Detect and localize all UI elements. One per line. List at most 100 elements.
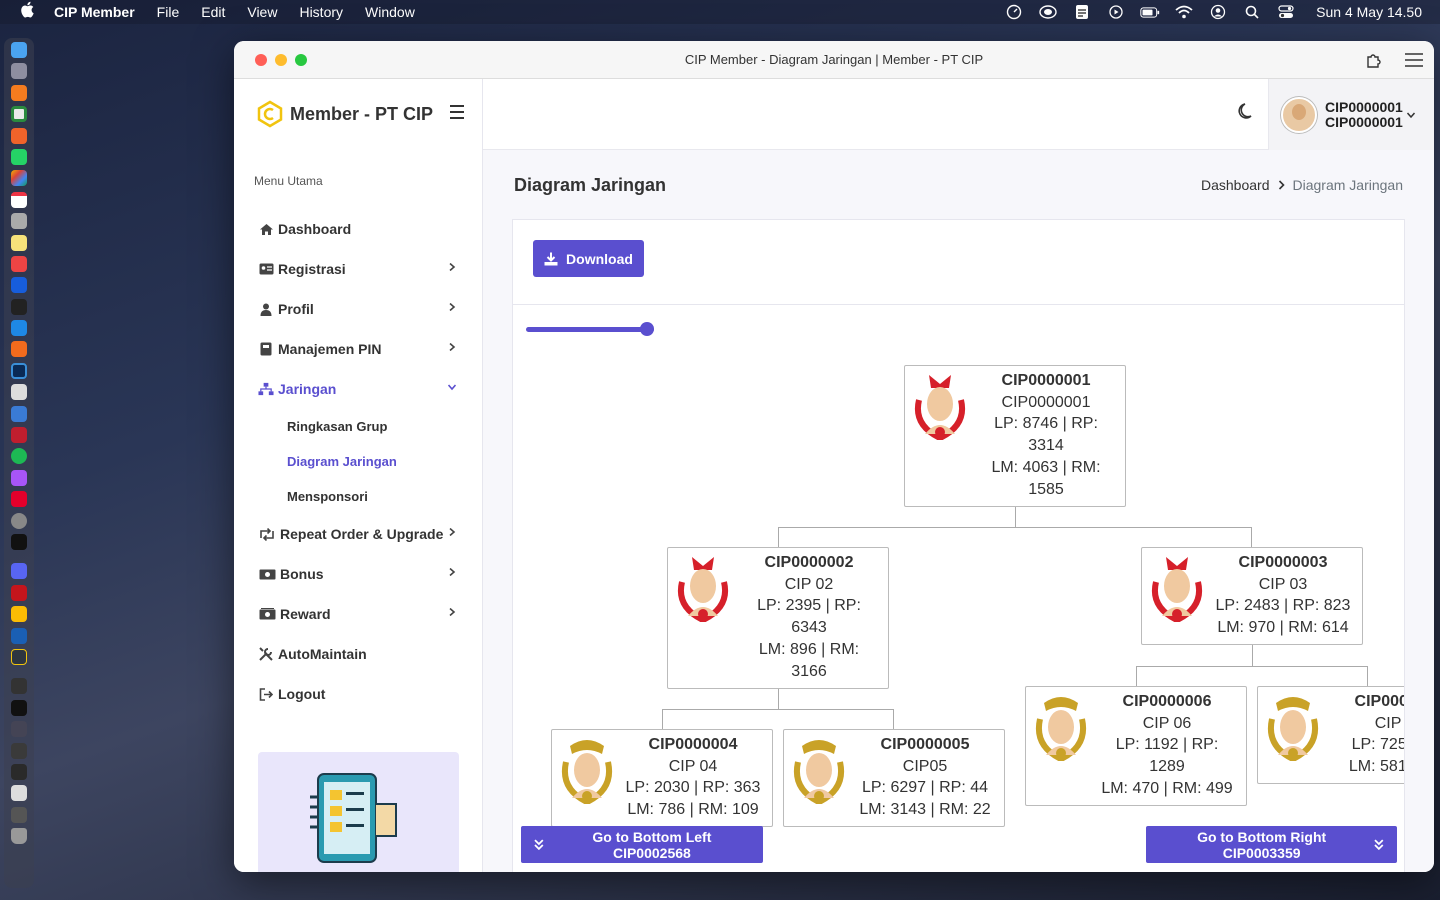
photos-icon[interactable] — [11, 170, 27, 187]
maximize-window-button[interactable] — [295, 54, 307, 66]
tree-node-cip0000002[interactable]: CIP0000002 CIP 02 LP: 2395 | RP: 6343 LM… — [667, 547, 889, 689]
sidebar-item-automaintain[interactable]: AutoMaintain — [234, 634, 482, 674]
menu-history[interactable]: History — [299, 4, 344, 20]
sidebar-item-profil[interactable]: Profil — [234, 289, 482, 329]
sidebar: Member - PT CIP Menu Utama Dashboard Reg… — [234, 79, 483, 872]
menu-heading: Menu Utama — [254, 174, 323, 188]
terminal-icon[interactable] — [11, 298, 27, 315]
acrobat-icon[interactable] — [11, 584, 27, 601]
speed-icon[interactable] — [1004, 4, 1024, 20]
finder-icon[interactable] — [11, 42, 27, 58]
chevron-right-icon — [449, 343, 456, 351]
spotify-icon[interactable] — [11, 448, 27, 465]
sidebar-item-jaringan[interactable]: Jaringan — [234, 369, 482, 409]
notes-icon[interactable] — [1072, 4, 1092, 20]
dark-mode-toggle-icon[interactable] — [1236, 101, 1258, 123]
sublime-icon[interactable] — [11, 341, 27, 358]
chrome-dev-icon[interactable] — [11, 606, 27, 623]
browser-menu-icon[interactable] — [1404, 50, 1424, 70]
trash-icon[interactable] — [11, 828, 27, 845]
minimized-window-3-icon[interactable] — [11, 721, 27, 738]
user-account-icon[interactable] — [1208, 4, 1228, 20]
discord-icon[interactable] — [11, 563, 27, 580]
minimized-window-2-icon[interactable] — [11, 699, 27, 716]
minimize-window-button[interactable] — [275, 54, 287, 66]
filezilla-icon[interactable] — [11, 427, 27, 444]
chrome-icon[interactable] — [11, 106, 27, 123]
extensions-icon[interactable] — [1364, 50, 1384, 70]
menubar-clock[interactable]: Sun 4 May 14.50 — [1316, 4, 1422, 20]
proxyman-icon[interactable] — [11, 362, 27, 379]
podcasts-icon[interactable] — [11, 469, 27, 486]
minimized-window-6-icon[interactable] — [11, 785, 27, 802]
submenu-mensponsori[interactable]: Mensponsori — [287, 489, 368, 504]
window-title: CIP Member - Diagram Jaringan | Member -… — [684, 52, 984, 67]
user-menu[interactable]: CIP0000001 CIP0000001 — [1268, 79, 1434, 150]
brave-icon[interactable] — [11, 127, 27, 144]
tableplus-icon[interactable] — [11, 384, 27, 401]
minimized-window-4-icon[interactable] — [11, 742, 27, 759]
minimized-window-7-icon[interactable] — [11, 806, 27, 823]
download-button[interactable]: Download — [533, 240, 644, 277]
menu-app-name[interactable]: CIP Member — [54, 4, 135, 20]
tree-node-cip0000005[interactable]: CIP0000005 CIP05 LP: 6297 | RP: 44 LM: 3… — [783, 729, 1005, 827]
chevron-down-icon — [448, 384, 456, 391]
qbittorrent-icon[interactable] — [11, 405, 27, 422]
vscode-icon[interactable] — [11, 320, 27, 337]
minimized-window-1-icon[interactable] — [11, 678, 27, 695]
menu-edit[interactable]: Edit — [201, 4, 226, 20]
tree-node-cip0000006[interactable]: CIP0000006 CIP 06 LP: 1192 | RP: 1289 LM… — [1025, 686, 1247, 806]
red-rank-badge-icon — [678, 557, 728, 622]
control-center-icon[interactable] — [1276, 4, 1296, 20]
zoom-slider-thumb[interactable] — [640, 322, 654, 336]
close-window-button[interactable] — [255, 54, 267, 66]
wifi-icon[interactable] — [1174, 4, 1194, 20]
tree-node-cip0000003[interactable]: CIP0000003 CIP 03 LP: 2483 | RP: 823 LM:… — [1141, 547, 1363, 645]
tools-icon — [258, 647, 274, 661]
vpn-icon[interactable] — [1038, 4, 1058, 20]
apple-icon[interactable] — [0, 1, 54, 23]
launchpad-icon[interactable] — [11, 63, 27, 80]
zoom-slider[interactable] — [526, 322, 654, 336]
sidebar-item-registrasi[interactable]: Registrasi — [234, 249, 482, 289]
system-settings-icon[interactable] — [11, 512, 27, 529]
notes-app-icon[interactable] — [11, 234, 27, 251]
topbar: CIP0000001 CIP0000001 — [483, 79, 1434, 150]
bitwarden-icon[interactable] — [11, 277, 27, 294]
sidebar-toggle-icon[interactable] — [450, 105, 464, 123]
todoist-icon[interactable] — [11, 255, 27, 272]
tree-node-cip0000007[interactable]: CIP0000007 CIP 07 LP: 725 | RP: LM: 581 … — [1257, 686, 1404, 784]
go-bottom-right-button[interactable]: Go to Bottom Right CIP0003359 — [1146, 826, 1397, 863]
sidebar-item-repeat-order[interactable]: Repeat Order & Upgrade — [234, 514, 482, 554]
menu-file[interactable]: File — [156, 4, 180, 20]
node-lp-rp: LP: 1192 | RP: — [1115, 736, 1219, 754]
tree-node-cip0000004[interactable]: CIP0000004 CIP 04 LP: 2030 | RP: 363 LM:… — [551, 729, 773, 827]
sidebar-item-dashboard[interactable]: Dashboard — [234, 209, 482, 249]
card-toolbar: Download — [513, 220, 1404, 305]
spotlight-search-icon[interactable] — [1242, 4, 1262, 20]
battery-icon[interactable] — [1140, 4, 1160, 20]
play-icon[interactable] — [1106, 4, 1126, 20]
sidebar-item-logout[interactable]: Logout — [234, 674, 482, 714]
firefox-icon[interactable] — [11, 84, 27, 101]
submenu-diagram-jaringan[interactable]: Diagram Jaringan — [287, 454, 397, 469]
sidebar-item-bonus[interactable]: Bonus — [234, 554, 482, 594]
activity-monitor-icon[interactable] — [11, 533, 27, 550]
cip-member-app-icon[interactable] — [11, 648, 27, 665]
menu-window[interactable]: Window — [365, 4, 415, 20]
whatsapp-icon[interactable] — [11, 148, 27, 165]
chevron-right-icon — [449, 528, 456, 536]
minimized-window-5-icon[interactable] — [11, 763, 27, 780]
word-icon[interactable] — [11, 627, 27, 644]
calendar-icon[interactable] — [11, 191, 27, 208]
menu-view[interactable]: View — [247, 4, 278, 20]
sidebar-item-reward[interactable]: Reward — [234, 594, 482, 634]
go-bottom-left-button[interactable]: Go to Bottom Left CIP0002568 — [521, 826, 763, 863]
breadcrumb-dashboard[interactable]: Dashboard — [1201, 177, 1270, 193]
anydesk-icon[interactable] — [11, 491, 27, 508]
connector-line — [778, 527, 779, 547]
calculator-icon[interactable] — [11, 213, 27, 230]
submenu-ringkasan-grup[interactable]: Ringkasan Grup — [287, 419, 388, 434]
tree-node-cip0000001[interactable]: CIP0000001 CIP0000001 LP: 8746 | RP: 331… — [904, 365, 1126, 507]
sidebar-item-manajemen-pin[interactable]: Manajemen PIN — [234, 329, 482, 369]
